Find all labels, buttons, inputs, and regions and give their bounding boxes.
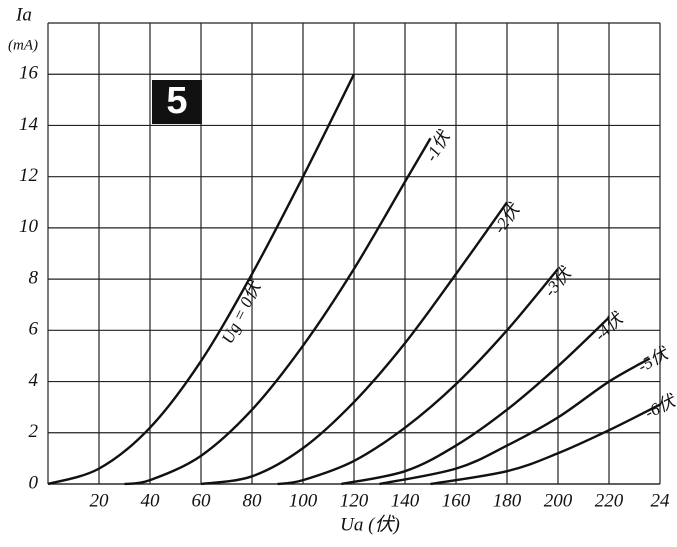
y-tick-label: 6 — [29, 319, 39, 340]
y-tick-label: 10 — [19, 216, 39, 237]
y-tick-label: 2 — [29, 421, 39, 442]
curve — [200, 201, 508, 486]
y-axis-label: Ia — [15, 4, 32, 25]
x-tick-label: 140 — [391, 490, 420, 511]
curve — [379, 357, 651, 486]
curve-label: -6伏 — [642, 390, 677, 422]
x-tick-label: 220 — [595, 490, 624, 511]
x-tick-label: 120 — [340, 490, 369, 511]
curve-label: Ug = 0伏 — [218, 277, 265, 347]
x-tick-label: 180 — [493, 490, 522, 511]
curve-label: -3伏 — [540, 263, 576, 301]
y-tick-label: 16 — [19, 63, 39, 84]
curve-label: -5伏 — [635, 343, 673, 376]
x-tick-label: 160 — [442, 490, 471, 511]
curve-label: -2伏 — [490, 199, 525, 237]
curve-label: -1伏 — [421, 127, 454, 165]
curve — [430, 403, 661, 486]
y-tick-label: 8 — [29, 267, 39, 288]
curve — [277, 268, 559, 486]
curve — [47, 73, 356, 486]
x-tick-label: 100 — [289, 490, 318, 511]
x-axis-label: Ua (伏) — [340, 514, 400, 535]
curve — [341, 316, 610, 486]
y-tick-label: 0 — [29, 472, 39, 493]
x-tick-label: 60 — [192, 490, 212, 511]
x-tick-label: 40 — [141, 490, 161, 511]
x-tick-label: 24 — [651, 490, 671, 511]
badge-box — [152, 80, 202, 124]
y-tick-label: 12 — [19, 165, 39, 186]
x-tick-label: 20 — [90, 490, 110, 511]
curve-label: -4伏 — [591, 308, 628, 345]
x-tick-label: 200 — [544, 490, 573, 511]
y-tick-label: 14 — [19, 114, 39, 135]
y-tick-label: 4 — [29, 370, 39, 391]
badge: 5 — [166, 80, 187, 122]
y-axis-unit: (mA) — [8, 37, 38, 53]
curve — [124, 137, 432, 486]
x-tick-label: 80 — [243, 490, 263, 511]
